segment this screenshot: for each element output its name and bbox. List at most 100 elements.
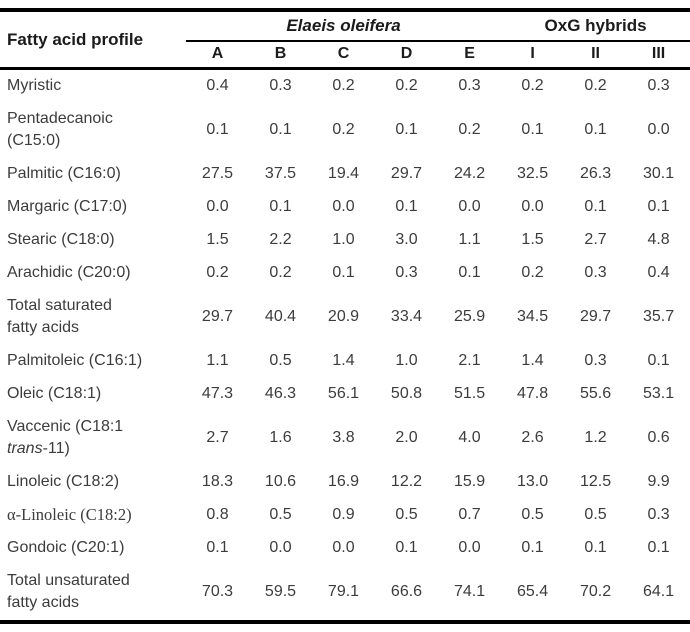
row-label: Stearic (C18:0) [7,231,115,248]
cell-value: 70.3 [201,583,234,600]
cell-value: 13.0 [516,473,549,490]
cell-value: 20.9 [327,308,360,325]
cell-value: 35.7 [642,308,675,325]
cell-value: 47.3 [201,385,234,402]
cell-value: 0.8 [206,506,229,523]
column-header-d: D [375,41,438,70]
corner-header: Fatty acid profile [0,10,186,70]
column-header-a: A [186,41,249,70]
cell-value: 0.0 [269,539,292,556]
table-body: Myristic 0.4 0.3 0.2 0.2 0.3 0.2 0.2 0.3 Pentadec… [0,69,690,623]
cell-value: 0.7 [458,506,481,523]
cell-value: 25.9 [453,308,486,325]
cell-value: 4.8 [647,231,670,248]
cell-value: 47.8 [516,385,549,402]
row-label: Pentadecanoic (C15:0) [7,110,113,149]
column-letter-row: A B C D E I II III [0,41,690,70]
cell-value: 0.1 [395,121,418,138]
cell-value: 0.1 [584,539,607,556]
cell-value: 0.1 [206,539,229,556]
column-header-b: B [249,41,312,70]
cell-value: 0.3 [647,506,670,523]
cell-value: 70.2 [579,583,612,600]
table-row: Margaric (C17:0) 0.0 0.1 0.0 0.1 0.0 0.0 0.1 0.1 [0,191,690,224]
cell-value: 2.7 [206,429,229,446]
cell-value: 12.2 [390,473,423,490]
cell-value: 1.5 [206,231,229,248]
cell-value: 29.7 [579,308,612,325]
cell-value: 0.0 [458,198,481,215]
cell-value: 0.1 [395,539,418,556]
cell-value: 0.1 [269,198,292,215]
cell-value: 0.3 [647,77,670,94]
cell-value: 0.5 [584,506,607,523]
cell-value: 0.2 [332,121,355,138]
cell-value: 1.1 [206,352,229,369]
row-label: Myristic [7,77,62,94]
cell-value: 29.7 [201,308,234,325]
column-header-e: E [438,41,502,70]
cell-value: 59.5 [264,583,297,600]
cell-value: 50.8 [390,385,423,402]
cell-value: 0.3 [269,77,292,94]
cell-value: 1.4 [521,352,544,369]
row-label: Oleic (C18:1) [7,385,102,402]
cell-value: 0.0 [332,539,355,556]
cell-value: 46.3 [264,385,297,402]
table-row: α-Linoleic (C18:2) 0.8 0.5 0.9 0.5 0.7 0.5 0.5 0… [0,499,690,532]
cell-value: 0.2 [584,77,607,94]
cell-value: 0.0 [647,121,670,138]
cell-value: 0.3 [584,264,607,281]
cell-value: 0.0 [521,198,544,215]
cell-value: 34.5 [516,308,549,325]
row-label: Total saturated fatty acids [7,297,112,336]
cell-value: 1.2 [584,429,607,446]
cell-value: 2.1 [458,352,481,369]
cell-value: 0.1 [395,198,418,215]
cell-value: 16.9 [327,473,360,490]
cell-value: 66.6 [390,583,423,600]
table-row: Oleic (C18:1) 47.3 46.3 56.1 50.8 51.5 47.8 55.… [0,378,690,411]
cell-value: 33.4 [390,308,423,325]
cell-value: 53.1 [642,385,675,402]
row-label: Margaric (C17:0) [7,198,128,215]
cell-value: 51.5 [453,385,486,402]
cell-value: 3.0 [395,231,418,248]
table-header: Fatty acid profile Elaeis oleifera OxG h… [0,10,690,70]
table-row: Arachidic (C20:0) 0.2 0.2 0.1 0.3 0.1 0.2 0.3 0.… [0,257,690,290]
cell-value: 0.1 [647,539,670,556]
cell-value: 0.5 [269,506,292,523]
table-row: Total unsaturated fatty acids 70.3 59.5 79.1… [0,565,690,622]
cell-value: 3.8 [332,429,355,446]
cell-value: 29.7 [390,165,423,182]
table-row: Vaccenic (C18:1 trans-11) 2.7 1.6 3.8 2.0 4.0 2… [0,411,690,466]
cell-value: 1.5 [521,231,544,248]
row-label: Linoleic (C18:2) [7,473,120,490]
cell-value: 26.3 [579,165,612,182]
cell-value: 12.5 [579,473,612,490]
cell-value: 0.1 [647,352,670,369]
table-row: Myristic 0.4 0.3 0.2 0.2 0.3 0.2 0.2 0.3 [0,69,690,104]
cell-value: 27.5 [201,165,234,182]
cell-value: 0.1 [269,121,292,138]
column-header-iii: III [627,41,690,70]
cell-value: 2.7 [584,231,607,248]
cell-value: 0.5 [521,506,544,523]
cell-value: 0.1 [521,539,544,556]
row-label: Arachidic (C20:0) [7,264,131,281]
cell-value: 0.2 [521,77,544,94]
column-header-i: I [501,41,565,70]
row-label: α-Linoleic (C18:2) [7,505,132,524]
column-header-c: C [312,41,375,70]
cell-value: 0.1 [584,121,607,138]
cell-value: 0.1 [584,198,607,215]
cell-value: 0.2 [206,264,229,281]
cell-value: 0.1 [332,264,355,281]
cell-value: 37.5 [264,165,297,182]
cell-value: 0.0 [332,198,355,215]
cell-value: 2.0 [395,429,418,446]
cell-value: 19.4 [327,165,360,182]
cell-value: 2.6 [521,429,544,446]
cell-value: 15.9 [453,473,486,490]
cell-value: 30.1 [642,165,675,182]
